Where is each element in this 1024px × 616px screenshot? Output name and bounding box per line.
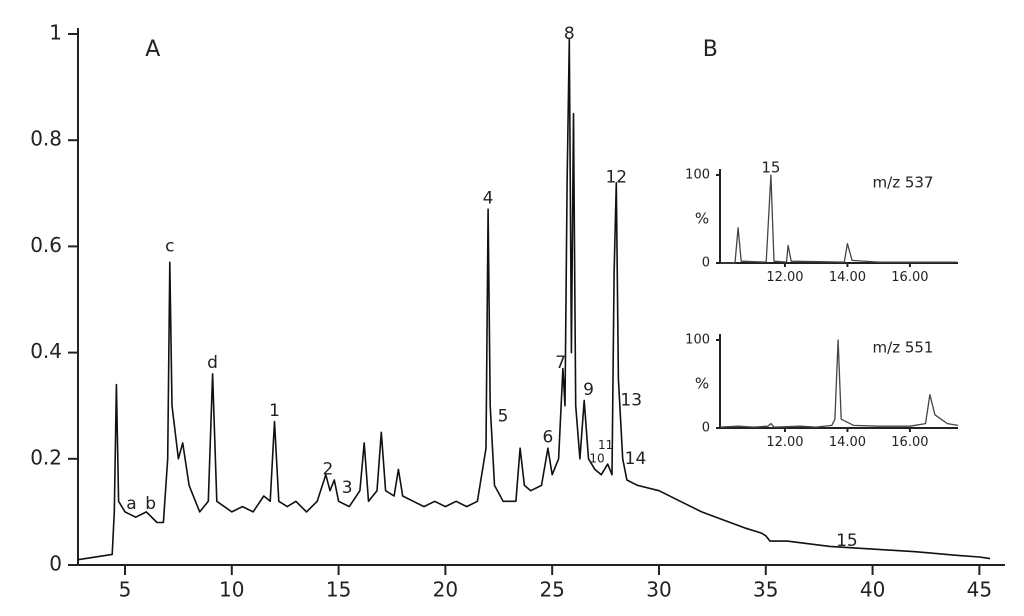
peak-label: d — [207, 353, 218, 373]
inset-title: m/z 537 — [873, 174, 934, 192]
peak-label: 15 — [836, 531, 858, 551]
x-tick-label: 5 — [119, 578, 132, 602]
x-tick-label: 10 — [219, 578, 244, 602]
y-tick-label: 0.8 — [30, 127, 62, 151]
panel-label: B — [703, 37, 718, 62]
x-tick-label: 14.00 — [829, 270, 866, 285]
panel-label: A — [145, 37, 160, 62]
x-tick-label: 14.00 — [829, 435, 866, 450]
peak-label: 1 — [269, 401, 280, 421]
x-tick-label: 16.00 — [891, 435, 928, 450]
peak-label: b — [145, 494, 156, 514]
y-axis-label: % — [695, 210, 709, 228]
peak-label: 7 — [555, 353, 566, 373]
y-tick-label: 0.4 — [30, 339, 62, 363]
peak-label: 15 — [761, 158, 780, 176]
x-tick-label: 40 — [860, 578, 885, 602]
y-tick-label: 0.6 — [30, 233, 62, 257]
peak-label: 13 — [620, 390, 642, 410]
peak-label: 5 — [498, 406, 509, 426]
x-tick-label: 12.00 — [766, 270, 803, 285]
peak-label: 3 — [342, 478, 353, 498]
peak-label: 12 — [605, 167, 627, 187]
peak-label: 10 — [589, 451, 604, 465]
x-tick-label: 20 — [433, 578, 458, 602]
y-tick-label: 0.2 — [30, 445, 62, 469]
peak-label: a — [126, 494, 136, 514]
x-tick-label: 15 — [326, 578, 351, 602]
x-tick-label: 12.00 — [766, 435, 803, 450]
peak-label: 14 — [625, 449, 647, 469]
y-tick-label: 100 — [685, 333, 710, 348]
y-tick-label: 100 — [685, 168, 710, 183]
peak-label: 2 — [322, 459, 333, 479]
trace — [719, 339, 959, 428]
x-tick-label: 16.00 — [891, 270, 928, 285]
y-tick-label: 1 — [49, 21, 62, 45]
peak-label: 11 — [598, 438, 613, 452]
peak-label: 4 — [483, 189, 494, 209]
x-tick-label: 25 — [539, 578, 564, 602]
y-tick-label: 0 — [702, 256, 710, 271]
y-tick-label: 0 — [49, 552, 62, 576]
trace — [720, 174, 957, 264]
trace — [77, 38, 991, 561]
x-tick-label: 30 — [646, 578, 671, 602]
y-tick-label: 0 — [702, 421, 710, 436]
y-axis-label: % — [695, 375, 709, 393]
x-tick-label: 35 — [753, 578, 778, 602]
peak-label: c — [165, 236, 174, 256]
x-tick-label: 45 — [967, 578, 992, 602]
inset-title: m/z 551 — [873, 339, 934, 357]
peak-label: 6 — [542, 428, 553, 448]
peak-label: 8 — [564, 24, 575, 44]
peak-label: 9 — [583, 380, 594, 400]
